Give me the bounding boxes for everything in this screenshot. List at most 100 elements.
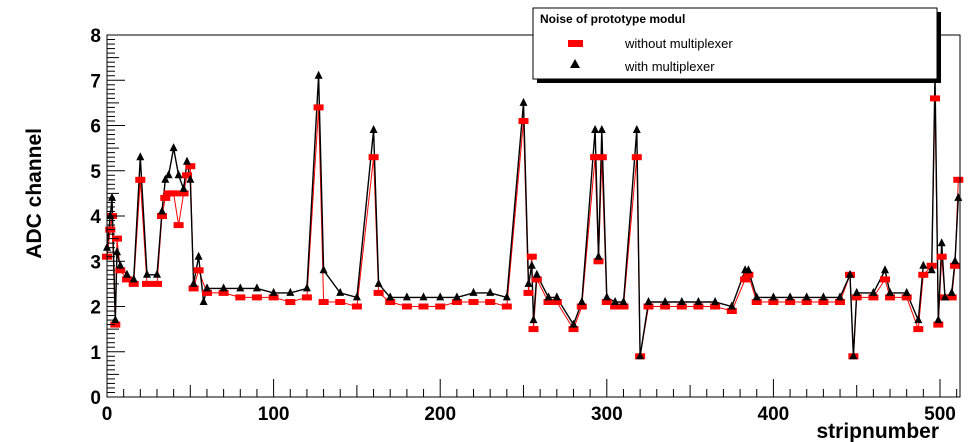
point-without-multiplexer: [631, 154, 642, 161]
point-without-multiplexer: [751, 299, 762, 305]
point-with-multiplexer: [236, 283, 245, 292]
point-without-multiplexer: [368, 154, 379, 161]
point-with-multiplexer: [881, 265, 889, 274]
point-with-multiplexer: [852, 287, 861, 296]
point-with-multiplexer: [927, 265, 936, 274]
point-without-multiplexer: [385, 299, 396, 305]
point-with-multiplexer: [677, 297, 686, 305]
point-without-multiplexer: [740, 276, 751, 283]
point-without-multiplexer: [128, 280, 139, 287]
point-with-multiplexer: [594, 251, 603, 260]
point-without-multiplexer: [596, 154, 607, 161]
point-without-multiplexer: [268, 294, 279, 301]
point-with-multiplexer: [934, 315, 943, 324]
point-without-multiplexer: [285, 299, 296, 305]
point-with-multiplexer: [111, 315, 120, 324]
point-without-multiplexer: [880, 276, 890, 283]
point-without-multiplexer: [160, 194, 171, 201]
point-without-multiplexer: [485, 299, 496, 305]
point-without-multiplexer: [468, 299, 479, 305]
y-tick-label: 6: [90, 117, 101, 138]
point-without-multiplexer: [235, 294, 246, 301]
point-with-multiplexer: [744, 265, 753, 274]
point-without-multiplexer: [913, 326, 924, 333]
point-with-multiplexer: [252, 283, 261, 292]
y-tick-label: 3: [90, 252, 101, 273]
point-without-multiplexer: [676, 303, 687, 310]
point-with-multiplexer: [591, 125, 600, 133]
point-with-multiplexer: [183, 156, 191, 165]
point-with-multiplexer: [419, 292, 428, 301]
x-tick-label: 0: [102, 404, 113, 425]
point-with-multiplexer: [153, 269, 161, 278]
point-with-multiplexer: [937, 238, 946, 247]
point-without-multiplexer: [193, 267, 204, 274]
point-without-multiplexer: [435, 303, 446, 310]
point-with-multiplexer: [374, 278, 383, 287]
point-without-multiplexer: [551, 299, 562, 305]
point-without-multiplexer: [168, 190, 179, 197]
point-with-multiplexer: [636, 351, 645, 360]
point-without-multiplexer: [526, 253, 537, 260]
legend-title: Noise of prototype modul: [540, 12, 685, 26]
point-without-multiplexer: [122, 276, 132, 283]
point-without-multiplexer: [693, 303, 704, 310]
point-with-multiplexer: [661, 297, 670, 305]
point-with-multiplexer: [179, 183, 188, 192]
point-without-multiplexer: [501, 303, 512, 310]
y-tick-label: 1: [90, 343, 101, 364]
point-with-multiplexer: [174, 170, 183, 179]
point-with-multiplexer: [203, 283, 211, 292]
point-with-multiplexer: [902, 287, 911, 296]
point-with-multiplexer: [802, 292, 811, 301]
point-without-multiplexer: [576, 303, 587, 310]
point-without-multiplexer: [110, 321, 121, 328]
point-without-multiplexer: [188, 285, 199, 292]
point-with-multiplexer: [402, 292, 411, 301]
point-without-multiplexer: [568, 326, 579, 333]
x-tick-label: 400: [758, 404, 790, 425]
point-with-multiplexer: [314, 70, 323, 79]
point-with-multiplexer: [529, 315, 538, 324]
point-with-multiplexer: [786, 292, 795, 301]
point-with-multiplexer: [199, 297, 208, 305]
point-with-multiplexer: [947, 287, 956, 296]
point-without-multiplexer: [710, 303, 721, 310]
point-without-multiplexer: [543, 299, 554, 305]
point-with-multiplexer: [524, 278, 533, 287]
point-with-multiplexer: [219, 283, 228, 292]
point-without-multiplexer: [185, 163, 196, 170]
legend-marker-without: [568, 40, 583, 47]
point-without-multiplexer: [835, 299, 845, 305]
legend-box: [532, 7, 938, 80]
point-with-multiplexer: [158, 206, 166, 215]
legend-entry-with: with multiplexer: [624, 59, 715, 74]
point-without-multiplexer: [660, 303, 671, 310]
x-tick-label: 500: [924, 404, 956, 425]
point-with-multiplexer: [169, 143, 178, 152]
point-with-multiplexer: [352, 292, 361, 301]
point-without-multiplexer: [950, 262, 960, 269]
point-with-multiplexer: [129, 274, 138, 283]
point-without-multiplexer: [528, 326, 539, 333]
point-with-multiplexer: [602, 292, 611, 301]
point-without-multiplexer: [401, 303, 412, 310]
point-without-multiplexer: [868, 294, 879, 301]
point-without-multiplexer: [918, 271, 929, 278]
x-tick-label: 200: [424, 404, 456, 425]
y-tick-label: 2: [90, 298, 101, 319]
point-without-multiplexer: [785, 299, 796, 305]
point-without-multiplexer: [351, 303, 362, 310]
point-with-multiplexer: [194, 251, 203, 260]
point-with-multiplexer: [113, 247, 121, 256]
point-with-multiplexer: [836, 292, 844, 301]
point-without-multiplexer: [936, 253, 947, 260]
point-without-multiplexer: [643, 303, 654, 310]
point-without-multiplexer: [930, 95, 940, 102]
legend: Noise of prototype modul without multipl…: [532, 7, 941, 83]
point-with-multiplexer: [123, 269, 131, 278]
point-without-multiplexer: [531, 276, 542, 283]
point-with-multiplexer: [116, 260, 125, 269]
point-with-multiplexer: [577, 297, 586, 305]
point-with-multiplexer: [436, 292, 445, 301]
